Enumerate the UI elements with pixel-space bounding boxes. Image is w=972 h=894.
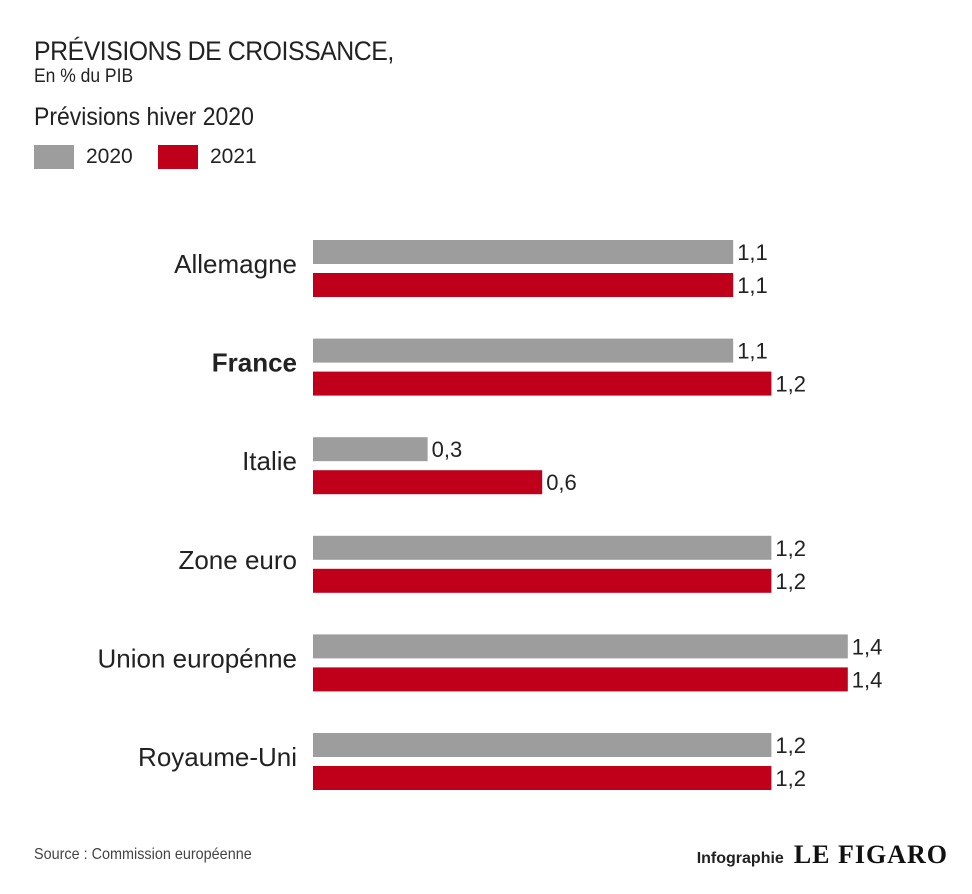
value-label-france-2021: 1,2	[775, 372, 806, 397]
credit-prefix: Infographie	[696, 850, 784, 867]
legend-item-2020: 2020	[34, 145, 133, 169]
bar-allemagne-2020	[313, 240, 734, 264]
value-label-zone-euro-2020: 1,2	[775, 536, 806, 561]
legend-swatch-2021	[158, 145, 198, 169]
category-label-union-europenne: Union europénne	[98, 643, 298, 673]
legend-label-2020: 2020	[86, 145, 133, 168]
bar-union-europenne-2021	[313, 667, 848, 692]
value-label-union-europenne-2020: 1,4	[852, 634, 883, 659]
bar-allemagne-2021	[313, 273, 734, 297]
value-label-italie-2021: 0,6	[546, 470, 577, 495]
value-label-zone-euro-2021: 1,2	[775, 569, 806, 594]
category-label-allemagne: Allemagne	[174, 249, 297, 279]
chart-title: PRÉVISIONS DE CROISSANCE,	[34, 36, 394, 66]
value-label-france-2020: 1,1	[737, 339, 768, 364]
chart-subtitle: En % du PIB	[34, 66, 134, 87]
legend-label-2021: 2021	[210, 145, 257, 168]
category-label-france: France	[212, 348, 297, 378]
value-label-allemagne-2021: 1,1	[737, 273, 768, 298]
chart-heading: Prévisions hiver 2020	[34, 103, 254, 131]
category-label-italie: Italie	[242, 446, 297, 476]
bar-italie-2020	[313, 437, 428, 462]
category-label-royaume-uni: Royaume-Uni	[138, 742, 297, 772]
credit: Infographie LE FIGARO	[697, 840, 948, 870]
source-note: Source : Commission européenne	[34, 846, 252, 863]
bar-royaume-uni-2020	[313, 733, 772, 757]
bar-italie-2021	[313, 470, 543, 495]
legend-item-2021: 2021	[158, 145, 257, 169]
value-label-royaume-uni-2020: 1,2	[775, 733, 806, 758]
bar-union-europenne-2020	[313, 634, 848, 659]
bar-france-2021	[313, 371, 772, 396]
value-label-italie-2020: 0,3	[432, 437, 463, 462]
value-label-union-europenne-2021: 1,4	[852, 667, 883, 692]
bar-zone-euro-2021	[313, 568, 772, 593]
bar-royaume-uni-2021	[313, 766, 772, 790]
value-label-allemagne-2020: 1,1	[737, 240, 768, 265]
le-figaro-logo: LE FIGARO	[793, 840, 948, 869]
bar-zone-euro-2020	[313, 535, 772, 560]
legend-swatch-2020	[34, 145, 74, 169]
value-label-royaume-uni-2021: 1,2	[775, 766, 806, 791]
category-label-zone-euro: Zone euro	[178, 545, 297, 575]
bar-france-2020	[313, 338, 734, 363]
